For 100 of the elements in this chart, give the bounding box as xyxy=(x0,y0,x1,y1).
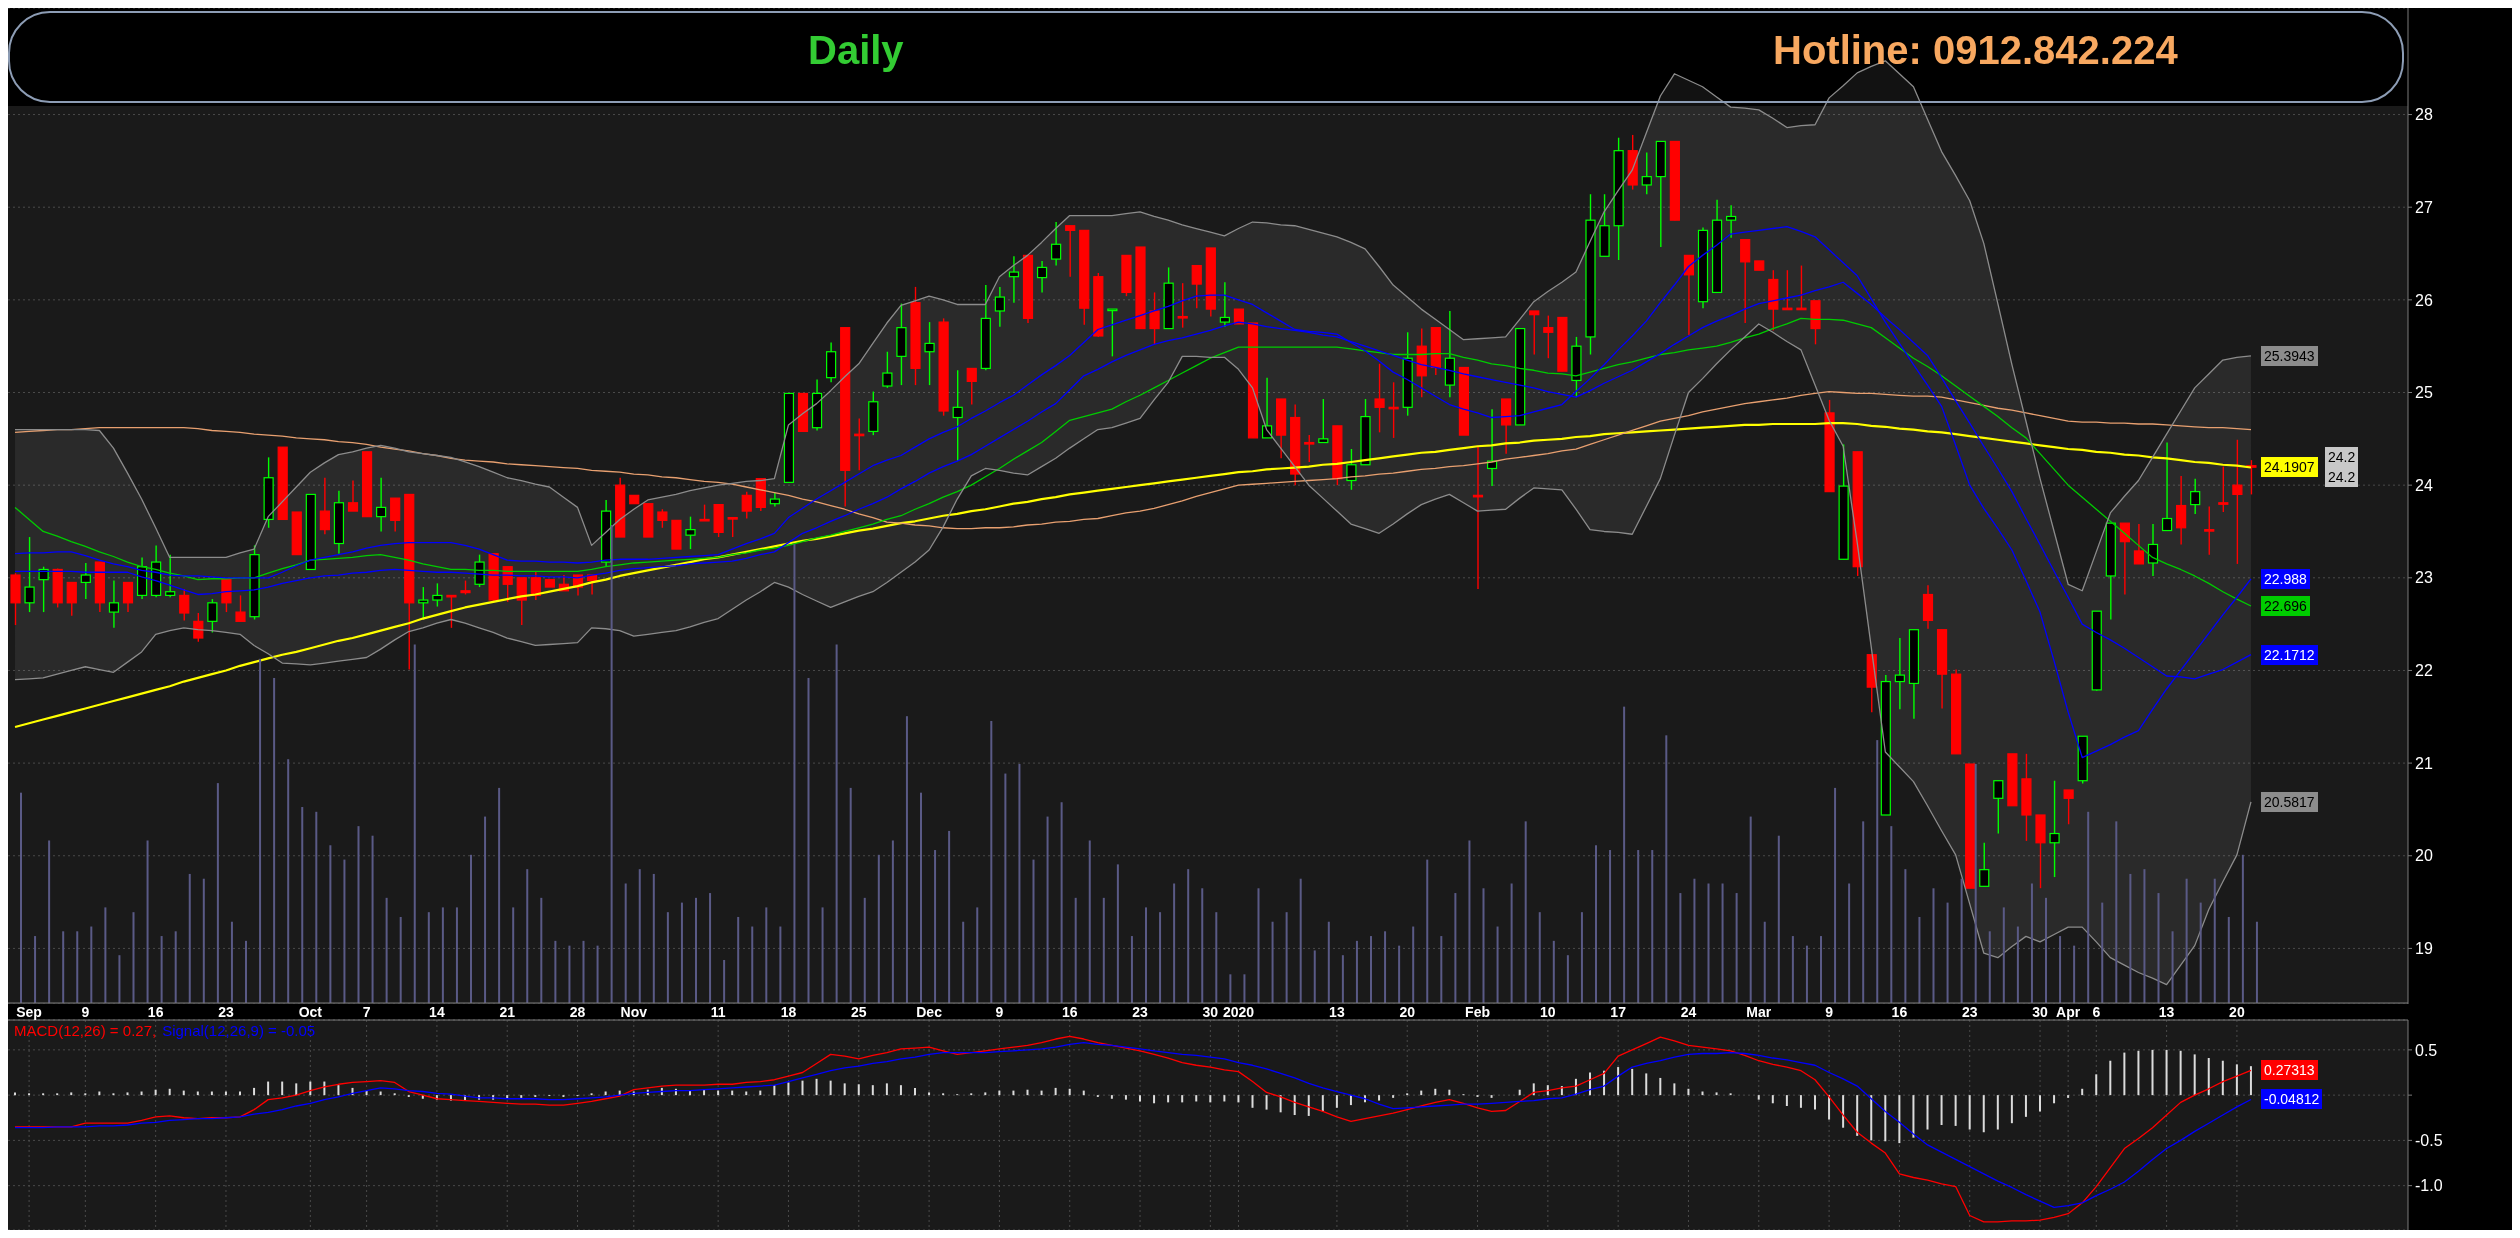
bar xyxy=(1448,1089,1451,1096)
bar xyxy=(160,936,163,1003)
bar xyxy=(1820,936,1822,1003)
bar xyxy=(2010,1095,2013,1124)
candlestick xyxy=(1529,310,1540,356)
bar xyxy=(1848,883,1851,1003)
bar xyxy=(829,1080,832,1096)
candlestick xyxy=(2049,780,2060,878)
x-tick-label: Mar xyxy=(1746,1004,1772,1020)
bar xyxy=(2030,883,2033,1003)
candlestick xyxy=(727,516,738,538)
text: Hotline: 0912.842.224 xyxy=(1773,27,2178,74)
bar xyxy=(1932,888,1935,1003)
bar xyxy=(2045,897,2047,1003)
bar xyxy=(2039,1095,2041,1112)
bar xyxy=(801,1080,804,1096)
bar xyxy=(1068,1088,1071,1096)
candlestick xyxy=(347,479,359,512)
y-tick-label: 27 xyxy=(2415,198,2433,216)
bar xyxy=(1715,1092,1718,1096)
candlestick xyxy=(1107,308,1118,358)
x-tick-label: 10 xyxy=(1540,1004,1556,1020)
bar xyxy=(1321,1095,1324,1112)
bar xyxy=(174,931,177,1003)
bar xyxy=(1074,897,1077,1003)
bar xyxy=(807,677,810,1003)
bar xyxy=(1299,878,1302,1003)
bar xyxy=(413,644,416,1003)
bar xyxy=(914,1087,916,1096)
candlestick xyxy=(24,536,35,613)
bar xyxy=(568,945,571,1003)
bar xyxy=(1673,1083,1676,1096)
data-label: -0.04812 xyxy=(2260,1089,2323,1110)
candlestick xyxy=(221,578,232,613)
x-tick-label: 30 xyxy=(2032,1004,2049,1020)
bar xyxy=(540,897,543,1003)
bar xyxy=(871,1085,874,1096)
bar xyxy=(1884,1095,1887,1142)
bar xyxy=(399,916,402,1003)
candlestick xyxy=(1177,282,1188,329)
bar xyxy=(1139,1095,1141,1102)
bar xyxy=(62,931,65,1003)
bar xyxy=(1960,878,1963,1003)
bar xyxy=(835,644,838,1003)
bar xyxy=(1046,816,1049,1003)
x-tick-label: 16 xyxy=(147,1004,164,1020)
data-label: 22.988 xyxy=(2260,568,2310,589)
candlestick xyxy=(657,508,668,529)
bar xyxy=(371,835,374,1003)
bar xyxy=(2129,873,2132,1003)
candlestick xyxy=(1051,221,1062,267)
candlestick xyxy=(66,581,77,617)
bar xyxy=(821,907,824,1003)
text: Daily xyxy=(808,27,904,74)
bar xyxy=(779,926,782,1003)
bar xyxy=(441,907,444,1003)
bar xyxy=(1392,1095,1395,1098)
bar xyxy=(787,1082,790,1096)
bar xyxy=(1209,1095,1212,1103)
bar xyxy=(1167,1095,1170,1103)
bar xyxy=(1982,1095,1985,1133)
bar xyxy=(596,945,599,1003)
bar xyxy=(2151,1049,2154,1096)
bar xyxy=(976,907,979,1003)
candlestick xyxy=(38,565,49,613)
bar xyxy=(2081,1088,2084,1096)
x-tick-label: 20 xyxy=(1399,1004,1416,1020)
bar xyxy=(2157,893,2160,1003)
y-tick-label: 19 xyxy=(2415,940,2433,958)
candlestick xyxy=(179,588,190,622)
bar xyxy=(1434,1088,1437,1096)
candlestick xyxy=(122,581,134,613)
bar xyxy=(1805,945,1808,1003)
bar xyxy=(14,1092,16,1096)
x-tick-label: Apr xyxy=(2056,1004,2081,1020)
bar xyxy=(1341,955,1344,1003)
x-tick-label: 23 xyxy=(218,1004,234,1020)
bar xyxy=(1856,1095,1859,1136)
bar xyxy=(1145,907,1147,1003)
y-tick-label: 23 xyxy=(2415,569,2433,587)
bar xyxy=(1110,1095,1113,1099)
x-tick-label: Nov xyxy=(620,1004,648,1020)
bar xyxy=(1791,936,1794,1003)
text: MACD(12,26) = 0.27, xyxy=(14,1022,157,1039)
bar xyxy=(104,907,107,1003)
bar xyxy=(1293,1095,1296,1116)
data-label: 24.1907 xyxy=(2260,457,2318,478)
candlestick xyxy=(207,598,218,634)
bar xyxy=(1251,1095,1254,1108)
candlestick xyxy=(1065,225,1076,278)
line-series xyxy=(14,317,2252,607)
bar xyxy=(2059,936,2062,1003)
bar xyxy=(1159,912,1162,1003)
bar xyxy=(1842,1095,1845,1128)
bar xyxy=(624,883,627,1003)
bar xyxy=(118,955,121,1003)
candlestick xyxy=(390,497,401,533)
y-tick-label: 28 xyxy=(2415,106,2433,124)
bar xyxy=(1828,1095,1831,1120)
bar xyxy=(1307,1095,1310,1116)
